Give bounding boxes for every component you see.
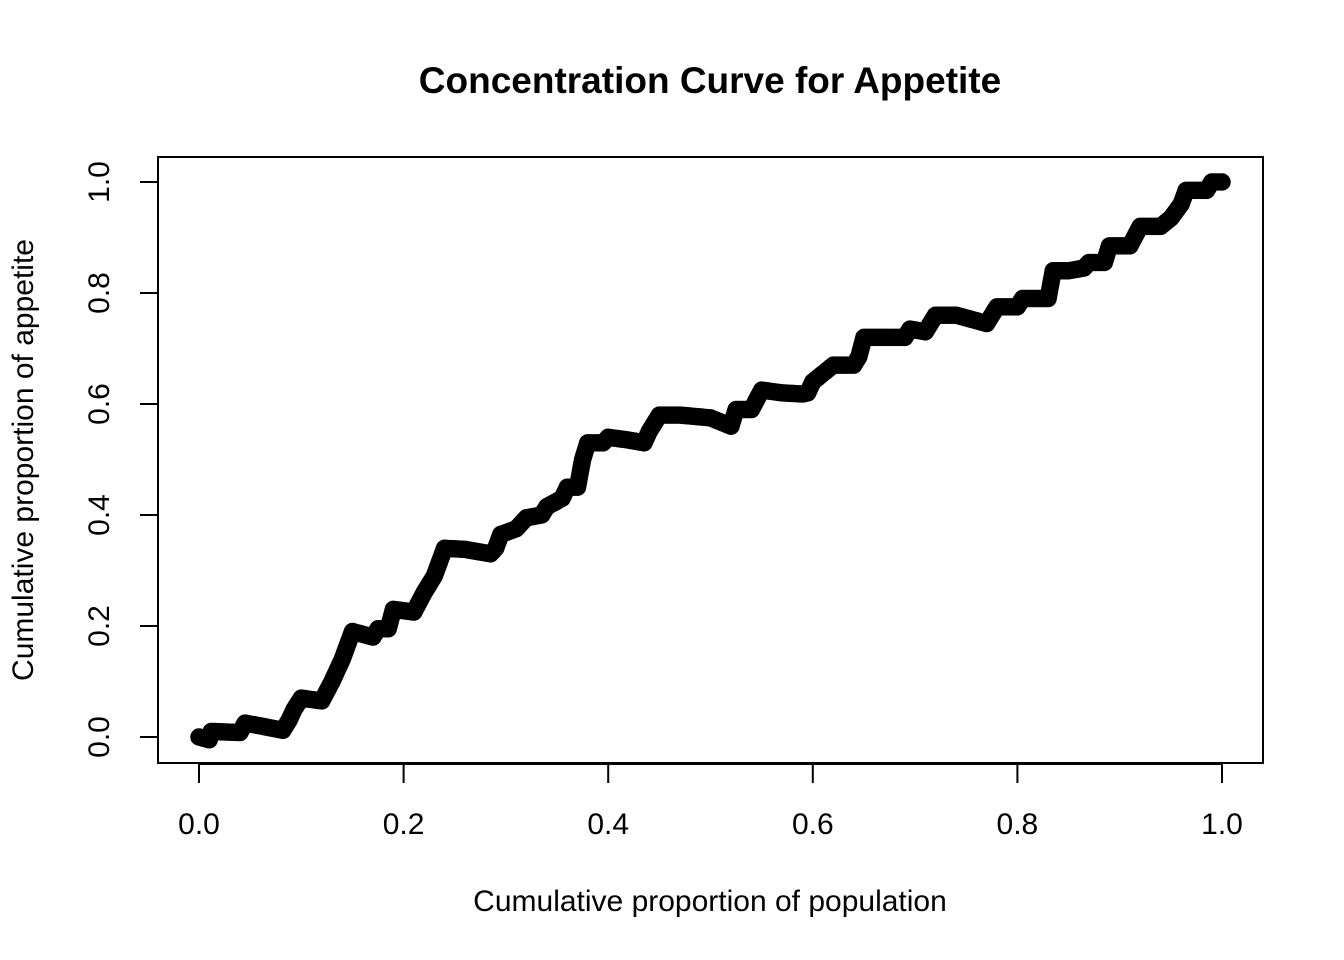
y-tick-label: 0.4 (83, 494, 116, 536)
y-tick-label: 0.2 (83, 605, 116, 647)
y-tick-label: 0.8 (83, 272, 116, 314)
x-tick-label: 0.6 (792, 808, 834, 841)
x-tick-label: 0.0 (178, 808, 220, 841)
y-tick-label: 0.0 (83, 716, 116, 758)
x-tick-label: 0.8 (997, 808, 1039, 841)
x-axis-label: Cumulative proportion of population (473, 885, 947, 918)
x-axis: 0.0 0.2 0.4 0.6 0.8 1.0 (178, 763, 1243, 841)
y-tick-label: 1.0 (83, 161, 116, 203)
data-point (1213, 173, 1231, 191)
x-tick-label: 0.4 (587, 808, 629, 841)
x-tick-label: 0.2 (383, 808, 425, 841)
y-axis-label: Cumulative proportion of appetite (7, 239, 40, 681)
data-points (190, 173, 1231, 749)
plot-frame (157, 156, 1264, 764)
x-tick-label: 1.0 (1201, 808, 1243, 841)
chart-title: Concentration Curve for Appetite (419, 60, 1001, 101)
y-tick-label: 0.6 (83, 383, 116, 425)
y-axis: 0.0 0.2 0.4 0.6 0.8 1.0 (83, 161, 159, 758)
